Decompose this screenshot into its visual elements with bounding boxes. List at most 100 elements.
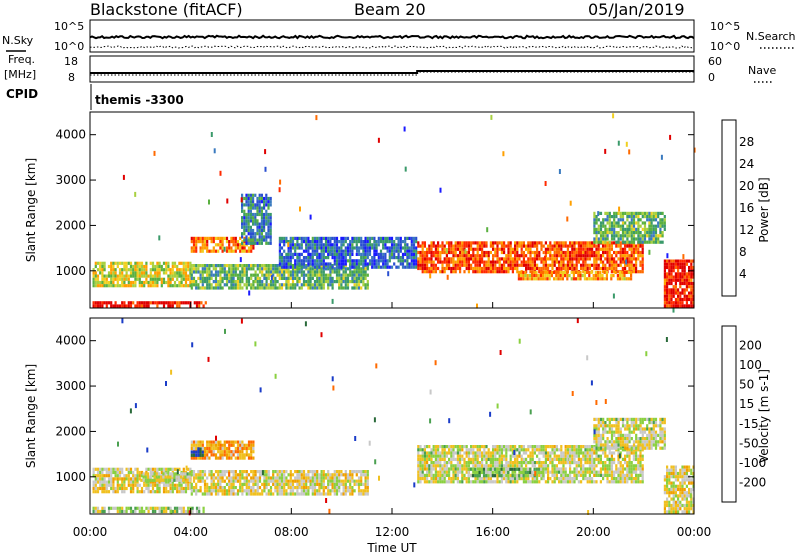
- power-cell: [428, 247, 431, 251]
- power-cell: [643, 240, 647, 244]
- power-cell: [176, 304, 179, 308]
- velocity-cell: [500, 448, 503, 452]
- power-cell: [178, 274, 181, 278]
- power-cell: [487, 254, 490, 258]
- power-cell: [254, 206, 257, 210]
- power-cell: [604, 257, 607, 261]
- velocity-cell: [448, 477, 451, 481]
- velocity-cell: [487, 464, 490, 468]
- power-cell: [648, 218, 651, 222]
- velocity-cell: [496, 451, 499, 455]
- velocity-cell: [302, 486, 306, 490]
- power-cell: [533, 254, 536, 258]
- velocity-cell: [118, 474, 122, 478]
- power-cell: [410, 240, 413, 244]
- velocity-cell: [94, 467, 97, 471]
- power-cell: [648, 237, 651, 241]
- power-cell: [94, 304, 97, 308]
- power-cell: [544, 270, 547, 274]
- power-cell: [140, 284, 144, 288]
- power-cell: [247, 196, 250, 201]
- power-scatter-echo: [445, 248, 448, 253]
- power-cell: [610, 227, 614, 231]
- velocity-cell: [309, 482, 312, 486]
- velocity-cell: [173, 506, 177, 510]
- velocity-cell: [437, 461, 440, 465]
- power-cell: [355, 283, 358, 287]
- velocity-cell: [423, 473, 426, 477]
- date-title: 05/Jan/2019: [588, 0, 685, 19]
- power-cell: [278, 267, 281, 271]
- velocity-cell: [289, 489, 292, 493]
- velocity-cell: [129, 509, 133, 514]
- power-cell: [121, 271, 124, 275]
- velocity-cell: [167, 470, 170, 475]
- power-cell: [294, 262, 297, 266]
- power-cell: [602, 270, 605, 274]
- power-cell: [652, 240, 655, 244]
- power-cell: [261, 267, 264, 271]
- power-cell: [245, 203, 248, 207]
- power-cell: [448, 263, 451, 267]
- nsearch-label: N.Search: [746, 30, 796, 43]
- power-cell: [134, 274, 137, 278]
- power-cell: [472, 266, 475, 271]
- velocity-cell: [434, 477, 437, 481]
- velocity-cell: [272, 492, 275, 496]
- power-cell: [136, 271, 139, 275]
- power-cell: [195, 267, 198, 271]
- power-colorbar-tick-label: 24: [739, 157, 754, 171]
- velocity-cell: [421, 461, 424, 465]
- power-cell: [635, 266, 638, 271]
- power-cell: [145, 271, 148, 275]
- velocity-cell: [210, 440, 213, 444]
- power-cell: [542, 274, 545, 278]
- power-cell: [474, 241, 477, 245]
- power-cell: [401, 262, 405, 266]
- power-cell: [324, 246, 328, 250]
- power-cell: [357, 276, 361, 280]
- velocity-cell: [494, 470, 497, 474]
- power-cell: [610, 270, 613, 274]
- power-cell: [630, 231, 633, 235]
- power-cell: [342, 270, 345, 274]
- power-cell: [615, 254, 618, 258]
- power-cell: [291, 252, 295, 256]
- power-cell: [461, 260, 464, 264]
- power-cell: [272, 270, 275, 274]
- power-cell: [132, 301, 135, 305]
- velocity-cell: [232, 440, 235, 444]
- power-cell: [300, 243, 303, 247]
- power-cell: [320, 267, 323, 271]
- power-cell: [96, 280, 100, 285]
- power-cell: [219, 264, 222, 268]
- power-cell: [619, 215, 622, 219]
- power-cell: [533, 260, 536, 264]
- power-cell: [637, 211, 640, 215]
- power-cell: [670, 265, 673, 270]
- velocity-cell: [448, 467, 451, 471]
- power-cell: [107, 264, 111, 269]
- velocity-cell: [230, 450, 233, 454]
- velocity-cell: [250, 440, 253, 444]
- velocity-cell: [118, 483, 122, 487]
- velocity-cell: [503, 457, 506, 461]
- power-cell: [274, 270, 277, 274]
- velocity-cell: [129, 477, 133, 481]
- power-cell: [628, 234, 631, 238]
- power-cell: [190, 280, 193, 284]
- velocity-cell: [234, 476, 237, 480]
- power-cell: [241, 246, 244, 250]
- power-cell: [423, 250, 426, 255]
- velocity-cell: [252, 440, 255, 444]
- velocity-cell: [487, 454, 490, 458]
- velocity-cell: [439, 467, 442, 471]
- velocity-cell: [426, 445, 429, 449]
- power-cell: [379, 256, 383, 260]
- power-cell: [679, 291, 682, 295]
- power-cell: [690, 297, 693, 302]
- velocity-cell: [287, 473, 290, 477]
- power-cell: [353, 276, 356, 280]
- power-cell: [474, 270, 477, 274]
- power-cell: [511, 250, 514, 255]
